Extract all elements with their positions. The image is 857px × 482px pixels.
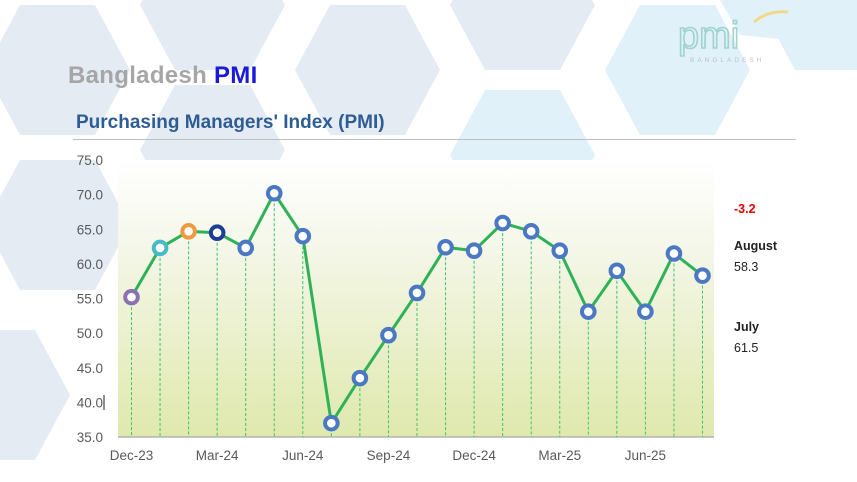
y-tick-label: 40.0: [77, 395, 103, 410]
title-divider: [73, 139, 796, 140]
data-point-marker[interactable]: Apr-24: 62.3: [237, 239, 254, 257]
data-point-marker[interactable]: May-25: 59: [608, 262, 626, 280]
data-point-marker[interactable]: Feb-24: 64.7: [180, 223, 197, 240]
brand-pmi: PMI: [214, 62, 258, 89]
data-point-marker[interactable]: Dec-23: 55.2: [123, 288, 140, 306]
x-tick-label: Dec-24: [452, 448, 496, 463]
x-tick-label: Mar-24: [196, 448, 239, 463]
data-point-marker[interactable]: Apr-25: 53.1: [580, 303, 597, 320]
y-tick-label: 70.0: [77, 188, 103, 203]
data-point-marker[interactable]: Oct-24: 55.8: [408, 284, 426, 302]
data-point-marker[interactable]: Jul-24: 37: [323, 414, 340, 432]
data-point-marker[interactable]: Jun-24: 64: [294, 227, 312, 245]
x-tick-label: Sep-24: [367, 448, 411, 463]
data-point-marker[interactable]: Sep-24: 49.7: [380, 326, 397, 344]
x-tick-label: Jun-24: [282, 448, 324, 463]
x-tick-label: Jun-25: [625, 448, 666, 463]
data-point-marker[interactable]: Mar-24: 64.5: [208, 224, 226, 242]
brand-title: Bangladesh PMI: [68, 62, 258, 90]
month-change-value: -3.2: [734, 202, 756, 216]
y-axis-labels: 75.0 70.0 65.0 60.0 55.0 50.0 45.0 40.0 35.0: [77, 153, 103, 445]
data-point-marker[interactable]: Jan-24: 62.3: [151, 239, 169, 257]
current-month-value: 58.3: [734, 260, 759, 274]
y-tick-label: 35.0: [77, 430, 103, 445]
data-point-marker[interactable]: May-24: 70.2: [265, 184, 283, 202]
svg-text:BANGLADESH: BANGLADESH: [690, 57, 764, 64]
x-tick-label: Mar-25: [538, 448, 581, 463]
previous-month-value: 61.5: [734, 341, 759, 355]
y-tick-label: 65.0: [77, 222, 103, 237]
x-axis-labels: Dec-23 Mar-24 Jun-24 Sep-24 Dec-24 Mar-25 Jun-…: [110, 448, 666, 463]
brand-country: Bangladesh: [68, 62, 208, 89]
data-markers: Dec-23: 55.2 Jan-24: 62.3 Feb-24: 64.7 Mar-…: [123, 184, 711, 432]
data-point-marker[interactable]: Mar-25: 61.9: [551, 242, 569, 260]
previous-month-label: July: [734, 320, 760, 334]
data-point-marker[interactable]: Jul-25: 61.5: [665, 245, 683, 262]
x-tick-label: Dec-23: [110, 448, 154, 463]
y-tick-label: 45.0: [77, 361, 103, 376]
data-point-marker[interactable]: Jun-25: 53.1: [637, 303, 654, 320]
data-point-marker[interactable]: Aug-24: 43.5: [351, 369, 369, 387]
current-month-label: August: [734, 239, 778, 253]
data-point-marker[interactable]: Aug-25: 58.3: [694, 267, 711, 284]
data-point-marker[interactable]: Nov-24: 62.4: [437, 238, 454, 256]
pmi-bangladesh-logo: pmi BANGLADESH: [677, 10, 789, 64]
svg-text:pmi: pmi: [678, 15, 739, 57]
y-tick-label: 60.0: [77, 257, 103, 272]
data-point-marker[interactable]: Feb-25: 64.7: [522, 223, 540, 240]
y-tick-label: 55.0: [77, 292, 103, 307]
y-tick-label: 50.0: [77, 326, 103, 341]
y-tick-label: 75.0: [77, 153, 103, 168]
chart-title: Purchasing Managers' Index (PMI): [76, 112, 385, 133]
data-point-marker[interactable]: Jan-25: 65.9: [494, 214, 511, 232]
data-point-marker[interactable]: Dec-24: 61.9: [465, 242, 483, 260]
